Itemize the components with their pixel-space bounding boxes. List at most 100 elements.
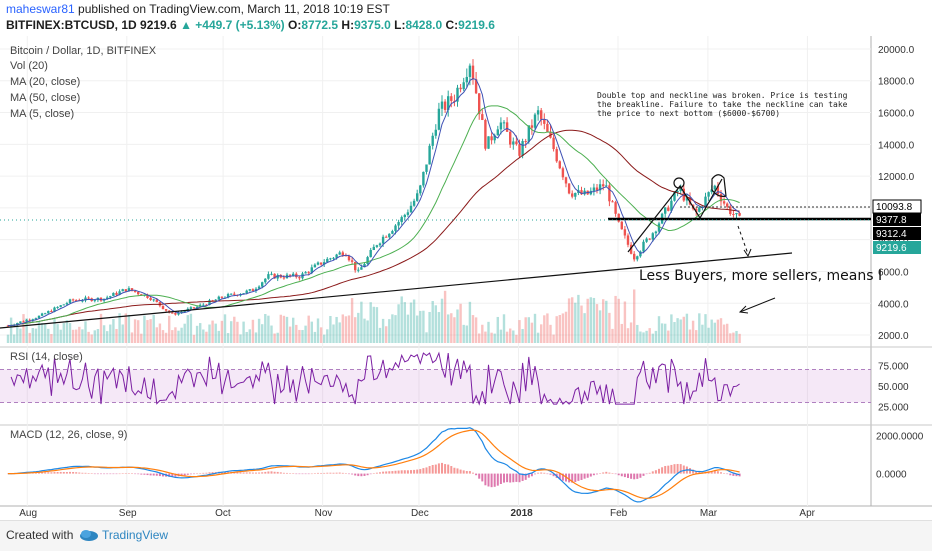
candle-body [230, 293, 233, 295]
candle-body [40, 313, 44, 316]
volume-bar [288, 326, 292, 343]
candle-body [611, 201, 614, 203]
macd-histogram-bar [388, 471, 391, 474]
macd-histogram-bar [106, 473, 109, 475]
macd-histogram-bar [710, 470, 713, 474]
macd-histogram-bar [53, 472, 56, 474]
candle-body [462, 82, 465, 90]
volume-bar [217, 330, 220, 343]
candle-body [654, 231, 658, 234]
candle-body [388, 233, 391, 238]
candle-body [319, 262, 323, 265]
macd-histogram-bar [379, 472, 381, 474]
candle-body [620, 221, 623, 230]
volume-bar [316, 318, 320, 343]
macd-histogram-bar [583, 473, 586, 479]
macd-histogram-bar [543, 472, 546, 474]
candle-body [521, 141, 524, 156]
candle-body [400, 217, 403, 223]
macd-histogram-bar [636, 473, 639, 479]
volume-bar [561, 313, 565, 343]
candle-body [385, 236, 388, 238]
candle-body [347, 255, 351, 261]
volume-bar [704, 314, 707, 343]
macd-histogram-bar [592, 473, 595, 476]
macd-histogram-bar [735, 473, 738, 477]
candle-body [34, 318, 38, 320]
macd-histogram-bar [534, 473, 536, 475]
volume-bar [524, 317, 527, 343]
candle-body [735, 213, 738, 215]
high-label: H: [341, 18, 355, 32]
volume-bar [673, 322, 676, 343]
macd-histogram-bar [642, 473, 645, 476]
legend-vol: Vol (20) [10, 60, 48, 72]
volume-bar [416, 315, 419, 343]
time-tick-label: Nov [315, 508, 333, 519]
macd-histogram-bar [65, 472, 68, 474]
volume-bar [388, 319, 391, 343]
candle-body [276, 275, 279, 279]
macd-histogram-bar [698, 471, 701, 474]
macd-histogram-bar [611, 473, 614, 474]
macd-histogram-bar [546, 473, 549, 475]
volume-bar [422, 310, 425, 343]
macd-histogram-bar [248, 472, 251, 474]
macd-histogram-bar [503, 473, 505, 483]
volume-bar [168, 315, 171, 343]
macd-histogram-bar [338, 472, 341, 474]
candle-body [617, 213, 620, 222]
macd-histogram-bar [444, 464, 447, 474]
volume-bar [223, 314, 227, 343]
volume-bar [611, 328, 614, 343]
candle-body [292, 273, 295, 276]
macd-histogram-bar [527, 473, 530, 478]
candle-body [202, 304, 205, 306]
macd-histogram-bar [103, 473, 106, 475]
macd-histogram-bar [366, 473, 369, 476]
candle-body [310, 267, 313, 273]
macd-histogram-bar [403, 470, 406, 474]
rsi-tick-label: 75.000 [878, 361, 909, 372]
footer-brand[interactable]: TradingView [102, 528, 169, 542]
candle-body [496, 129, 499, 136]
symbol-line: BITFINEX:BTCUSD, 1D 9219.6 ▲ +449.7 (+5.… [6, 18, 495, 32]
volume-bar [456, 309, 459, 343]
volume-bar [37, 321, 41, 343]
volume-bar [518, 320, 521, 343]
candle-body [456, 87, 459, 102]
candle-body [719, 194, 723, 202]
volume-bar [595, 304, 599, 343]
volume-bars [6, 289, 741, 343]
volume-bar [543, 315, 546, 343]
volume-bar [626, 328, 630, 343]
candle-body [450, 96, 453, 101]
macd-histogram-bar [462, 470, 465, 474]
chart-canvas[interactable]: 25.000 50.000 75.000 0.0000 2000.0000 2000.… [0, 36, 932, 520]
candle-body [360, 267, 363, 270]
macd-histogram-bar [416, 469, 419, 474]
volume-bar [481, 324, 484, 343]
volume-bar [47, 328, 50, 343]
volume-bar [149, 319, 152, 343]
macd-histogram-bar [301, 473, 304, 475]
candle-body [422, 171, 425, 186]
volume-bar [533, 313, 537, 343]
volume-bar [412, 299, 416, 343]
candle-body [298, 277, 301, 279]
volume-bar [536, 332, 540, 343]
moving-averages [7, 78, 740, 326]
author-link[interactable]: maheswar81 [6, 2, 75, 16]
candle-body [217, 296, 220, 300]
candle-body [431, 135, 434, 146]
volume-bar [189, 313, 193, 343]
macd-histogram-bar [574, 473, 577, 483]
volume-bar [323, 334, 326, 343]
macd-histogram-bar [131, 473, 133, 475]
candle-body [16, 322, 19, 325]
volume-bar [660, 323, 664, 343]
candle-body [679, 188, 682, 192]
volume-bar [633, 289, 636, 343]
macd-histogram-bar [509, 473, 512, 483]
candle-body [688, 197, 692, 205]
